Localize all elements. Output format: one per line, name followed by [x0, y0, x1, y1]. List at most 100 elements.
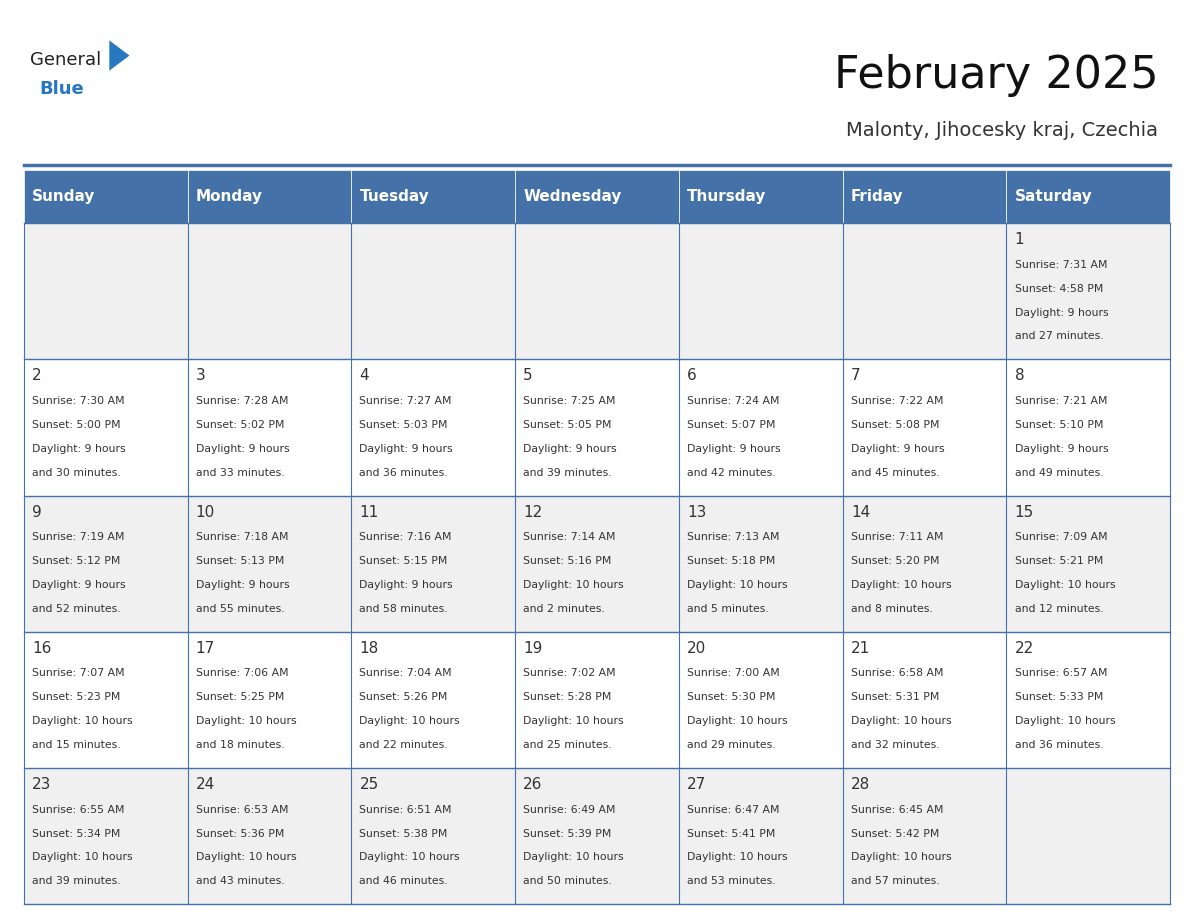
Text: Sunrise: 6:45 AM: Sunrise: 6:45 AM: [851, 805, 943, 814]
Text: Malonty, Jihocesky kraj, Czechia: Malonty, Jihocesky kraj, Czechia: [846, 121, 1158, 140]
Text: 27: 27: [687, 778, 707, 792]
Text: Sunset: 5:31 PM: Sunset: 5:31 PM: [851, 692, 940, 702]
Text: Sunrise: 6:55 AM: Sunrise: 6:55 AM: [32, 805, 125, 814]
Text: 19: 19: [523, 641, 543, 656]
Text: 20: 20: [687, 641, 707, 656]
Text: Sunrise: 7:28 AM: Sunrise: 7:28 AM: [196, 396, 289, 406]
Text: Friday: Friday: [851, 189, 903, 204]
Text: Daylight: 10 hours: Daylight: 10 hours: [196, 716, 296, 726]
Text: and 52 minutes.: and 52 minutes.: [32, 604, 120, 614]
Text: Sunrise: 7:13 AM: Sunrise: 7:13 AM: [687, 532, 779, 543]
Text: Daylight: 9 hours: Daylight: 9 hours: [196, 580, 290, 590]
Text: Saturday: Saturday: [1015, 189, 1092, 204]
Text: 26: 26: [523, 778, 543, 792]
Text: Daylight: 10 hours: Daylight: 10 hours: [687, 580, 788, 590]
Text: 6: 6: [687, 368, 697, 384]
Text: Sunset: 5:34 PM: Sunset: 5:34 PM: [32, 829, 120, 838]
Text: Daylight: 10 hours: Daylight: 10 hours: [360, 716, 460, 726]
Text: Sunrise: 7:00 AM: Sunrise: 7:00 AM: [687, 668, 779, 678]
Text: General: General: [30, 50, 101, 69]
Text: Monday: Monday: [196, 189, 263, 204]
Text: Sunset: 5:10 PM: Sunset: 5:10 PM: [1015, 420, 1104, 430]
Text: Daylight: 9 hours: Daylight: 9 hours: [32, 443, 126, 453]
Text: and 49 minutes.: and 49 minutes.: [1015, 467, 1104, 477]
Text: Daylight: 10 hours: Daylight: 10 hours: [32, 853, 133, 862]
Text: Sunset: 5:23 PM: Sunset: 5:23 PM: [32, 692, 120, 702]
Text: 3: 3: [196, 368, 206, 384]
Text: Sunset: 5:18 PM: Sunset: 5:18 PM: [687, 556, 776, 566]
Text: Sunrise: 6:49 AM: Sunrise: 6:49 AM: [523, 805, 615, 814]
Text: Sunrise: 6:57 AM: Sunrise: 6:57 AM: [1015, 668, 1107, 678]
Text: Daylight: 10 hours: Daylight: 10 hours: [851, 716, 952, 726]
Text: and 42 minutes.: and 42 minutes.: [687, 467, 776, 477]
Text: 12: 12: [523, 505, 543, 520]
Text: Sunrise: 7:22 AM: Sunrise: 7:22 AM: [851, 396, 943, 406]
Text: Sunrise: 7:07 AM: Sunrise: 7:07 AM: [32, 668, 125, 678]
Text: Sunrise: 6:53 AM: Sunrise: 6:53 AM: [196, 805, 289, 814]
Text: and 5 minutes.: and 5 minutes.: [687, 604, 769, 614]
Text: and 8 minutes.: and 8 minutes.: [851, 604, 933, 614]
Text: Daylight: 10 hours: Daylight: 10 hours: [687, 853, 788, 862]
Text: Sunrise: 6:47 AM: Sunrise: 6:47 AM: [687, 805, 779, 814]
Text: Sunrise: 7:27 AM: Sunrise: 7:27 AM: [360, 396, 451, 406]
Text: Sunset: 5:16 PM: Sunset: 5:16 PM: [523, 556, 612, 566]
Text: Sunset: 5:28 PM: Sunset: 5:28 PM: [523, 692, 612, 702]
Text: Blue: Blue: [39, 80, 84, 98]
Text: and 53 minutes.: and 53 minutes.: [687, 877, 776, 886]
Text: and 15 minutes.: and 15 minutes.: [32, 740, 120, 750]
Text: Sunday: Sunday: [32, 189, 95, 204]
Text: and 46 minutes.: and 46 minutes.: [360, 877, 448, 886]
Text: 10: 10: [196, 505, 215, 520]
Text: and 25 minutes.: and 25 minutes.: [523, 740, 612, 750]
Text: and 57 minutes.: and 57 minutes.: [851, 877, 940, 886]
Text: 15: 15: [1015, 505, 1034, 520]
Text: and 45 minutes.: and 45 minutes.: [851, 467, 940, 477]
Text: Sunset: 5:02 PM: Sunset: 5:02 PM: [196, 420, 284, 430]
Text: Sunset: 5:26 PM: Sunset: 5:26 PM: [360, 692, 448, 702]
Text: Daylight: 10 hours: Daylight: 10 hours: [851, 580, 952, 590]
Text: Sunrise: 7:16 AM: Sunrise: 7:16 AM: [360, 532, 451, 543]
Text: 9: 9: [32, 505, 42, 520]
Text: Sunrise: 7:06 AM: Sunrise: 7:06 AM: [196, 668, 289, 678]
Text: 18: 18: [360, 641, 379, 656]
Text: Sunset: 5:12 PM: Sunset: 5:12 PM: [32, 556, 120, 566]
Text: Daylight: 10 hours: Daylight: 10 hours: [360, 853, 460, 862]
Text: and 36 minutes.: and 36 minutes.: [360, 467, 448, 477]
Text: Sunrise: 7:30 AM: Sunrise: 7:30 AM: [32, 396, 125, 406]
Text: Sunset: 5:38 PM: Sunset: 5:38 PM: [360, 829, 448, 838]
Text: Daylight: 9 hours: Daylight: 9 hours: [687, 443, 781, 453]
Text: Sunset: 5:05 PM: Sunset: 5:05 PM: [523, 420, 612, 430]
Text: 22: 22: [1015, 641, 1034, 656]
Text: 21: 21: [851, 641, 870, 656]
Text: and 50 minutes.: and 50 minutes.: [523, 877, 612, 886]
Text: Daylight: 9 hours: Daylight: 9 hours: [360, 443, 453, 453]
Text: Sunset: 5:33 PM: Sunset: 5:33 PM: [1015, 692, 1102, 702]
Text: Sunrise: 7:02 AM: Sunrise: 7:02 AM: [523, 668, 615, 678]
Text: Sunset: 5:15 PM: Sunset: 5:15 PM: [360, 556, 448, 566]
Text: Daylight: 10 hours: Daylight: 10 hours: [523, 716, 624, 726]
Text: 8: 8: [1015, 368, 1024, 384]
Text: 5: 5: [523, 368, 533, 384]
Text: Sunrise: 7:21 AM: Sunrise: 7:21 AM: [1015, 396, 1107, 406]
Text: Sunrise: 6:58 AM: Sunrise: 6:58 AM: [851, 668, 943, 678]
Text: 16: 16: [32, 641, 51, 656]
Text: Sunset: 5:07 PM: Sunset: 5:07 PM: [687, 420, 776, 430]
Text: 11: 11: [360, 505, 379, 520]
Text: Sunset: 5:25 PM: Sunset: 5:25 PM: [196, 692, 284, 702]
Text: and 29 minutes.: and 29 minutes.: [687, 740, 776, 750]
Text: and 2 minutes.: and 2 minutes.: [523, 604, 605, 614]
Text: Sunrise: 7:04 AM: Sunrise: 7:04 AM: [360, 668, 453, 678]
Text: and 12 minutes.: and 12 minutes.: [1015, 604, 1104, 614]
Text: Sunrise: 7:11 AM: Sunrise: 7:11 AM: [851, 532, 943, 543]
Text: 23: 23: [32, 778, 51, 792]
Text: Sunrise: 7:18 AM: Sunrise: 7:18 AM: [196, 532, 289, 543]
Text: Wednesday: Wednesday: [523, 189, 621, 204]
Text: Sunrise: 7:19 AM: Sunrise: 7:19 AM: [32, 532, 125, 543]
Text: and 39 minutes.: and 39 minutes.: [32, 877, 120, 886]
Text: 17: 17: [196, 641, 215, 656]
Text: 1: 1: [1015, 232, 1024, 247]
Text: and 18 minutes.: and 18 minutes.: [196, 740, 284, 750]
Text: Daylight: 9 hours: Daylight: 9 hours: [1015, 308, 1108, 318]
Text: Sunset: 5:39 PM: Sunset: 5:39 PM: [523, 829, 612, 838]
Text: Sunrise: 7:14 AM: Sunrise: 7:14 AM: [523, 532, 615, 543]
